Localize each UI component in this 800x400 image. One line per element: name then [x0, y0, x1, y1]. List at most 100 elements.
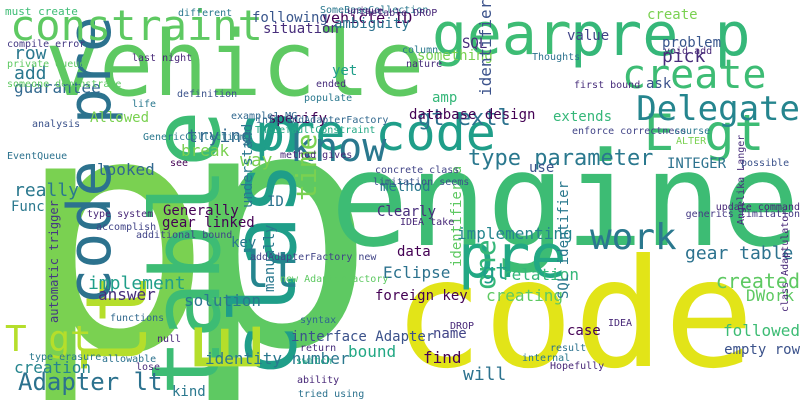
cloud-word: ended [316, 79, 347, 90]
cloud-word: internal [522, 353, 571, 364]
cloud-word: gt [482, 260, 509, 285]
cloud-word: enforce correctness [572, 126, 687, 137]
cloud-word: new AdapterFactory [280, 274, 389, 285]
cloud-word: gear [432, 0, 572, 68]
cloud-word: functions [110, 313, 165, 324]
cloud-word: SQL [462, 36, 488, 52]
cloud-word: p [15, 43, 214, 400]
cloud-word: created [715, 269, 800, 293]
cloud-word: use [529, 160, 555, 176]
cloud-word: analysis [32, 119, 81, 130]
cloud-word: method [380, 179, 431, 195]
cloud-word: allowable [102, 354, 157, 365]
cloud-word: create [647, 7, 698, 23]
cloud-word: addAdapterFactory new [250, 252, 377, 263]
cloud-word: solution [184, 291, 262, 310]
cloud-word: DWork [746, 286, 795, 305]
cloud-word: Allowed [90, 110, 150, 126]
cloud-word: someone demonstrate [7, 79, 122, 90]
cloud-word: bound [348, 342, 397, 361]
cloud-word: yet [332, 63, 358, 79]
cloud-word: first bound [574, 80, 641, 91]
cloud-word: extends [553, 109, 613, 125]
cloud-word: course [674, 126, 711, 137]
cloud-word: INTEGER [667, 156, 727, 172]
cloud-word: pre p [570, 0, 751, 70]
cloud-word: data [397, 244, 431, 260]
cloud-word: amp [432, 90, 458, 106]
cloud-word: return [300, 343, 337, 354]
cloud-word: way [240, 150, 273, 171]
cloud-word: life [132, 99, 157, 110]
cloud-word: accomplish [96, 222, 157, 233]
cloud-word: pick [662, 46, 706, 67]
cloud-word: tried using [298, 389, 365, 400]
cloud-word: pre code [255, 104, 496, 162]
cloud-word: constraint [10, 1, 263, 50]
cloud-word: lose [136, 362, 161, 373]
cloud-word: break [181, 141, 230, 160]
cloud-word: ID [267, 194, 284, 210]
cloud-word: compile error [7, 39, 86, 50]
cloud-word: gear table [685, 243, 794, 264]
cloud-word: nature [406, 59, 443, 70]
cloud-word: different [178, 8, 233, 19]
cloud-word: concrete class [375, 165, 460, 176]
cloud-word: will [463, 364, 507, 385]
cloud-word: type parameter [468, 146, 654, 171]
cloud-word: looked [97, 160, 155, 179]
cloud-word: automatic trigger [47, 200, 61, 323]
cloud-word: empty row [724, 342, 800, 358]
cloud-word: ask [646, 76, 672, 92]
cloud-word: Hopefully [550, 361, 605, 372]
cloud-word: create [622, 52, 767, 98]
cloud-word: Clearly [377, 204, 437, 220]
cloud-word: find [423, 348, 462, 367]
cloud-word: time [290, 133, 323, 201]
cloud-word: type system [87, 209, 154, 220]
cloud-word: followed [722, 321, 800, 340]
cloud-word: SomeBaseCollection [320, 5, 429, 16]
cloud-word: Thoughts [532, 52, 581, 63]
cloud-word: intl addAdapterFactory [256, 115, 389, 126]
cloud-word: implement [88, 273, 186, 294]
cloud-word: ambiguity [334, 16, 410, 32]
cloud-word: database design [409, 107, 536, 123]
cloud-word: value [567, 28, 610, 44]
cloud-word: GenericCollection [143, 132, 246, 143]
cloud-word: name [433, 326, 467, 342]
cloud-word: IDEA take [400, 217, 455, 228]
cloud-word: code [393, 228, 755, 400]
cloud-word: foreign key [375, 288, 468, 304]
cloud-word: p [178, 38, 377, 400]
cloud-word: definition [177, 89, 238, 100]
cloud-word: type erasure [29, 352, 102, 363]
cloud-word: DROP [450, 321, 475, 332]
cloud-word: T gt [5, 319, 92, 360]
cloud-word: case [567, 323, 601, 339]
cloud-word: TheDefaultConstraint [255, 125, 376, 136]
cloud-word: see [170, 158, 189, 169]
cloud-word: update command [715, 202, 800, 213]
cloud-word: interface Adapter [291, 329, 435, 345]
cloud-word: add [14, 63, 47, 84]
cloud-word: EventQueue [7, 151, 68, 162]
cloud-word: last night [132, 53, 193, 64]
cloud-word: Generally [163, 203, 239, 219]
cloud-word: example1 MG [231, 111, 298, 122]
cloud-word: creation [14, 358, 92, 377]
cloud-word: know [290, 125, 387, 171]
cloud-word: gear linked [162, 215, 255, 231]
cloud-word: relation [502, 265, 580, 284]
cloud-word: must create [5, 5, 78, 18]
cloud-word: additional bound [136, 230, 233, 241]
cloud-word: unique [347, 6, 384, 17]
cloud-word: guarantee [14, 78, 101, 97]
cloud-word: TheTable DROP [359, 8, 438, 19]
cloud-word: specify [268, 111, 328, 127]
cloud-word: possible [741, 158, 790, 169]
cloud-word: row [14, 43, 47, 64]
cloud-word: gt extl [418, 106, 511, 131]
cloud-word: IDEA [608, 318, 633, 329]
cloud-word: ability [297, 375, 340, 386]
